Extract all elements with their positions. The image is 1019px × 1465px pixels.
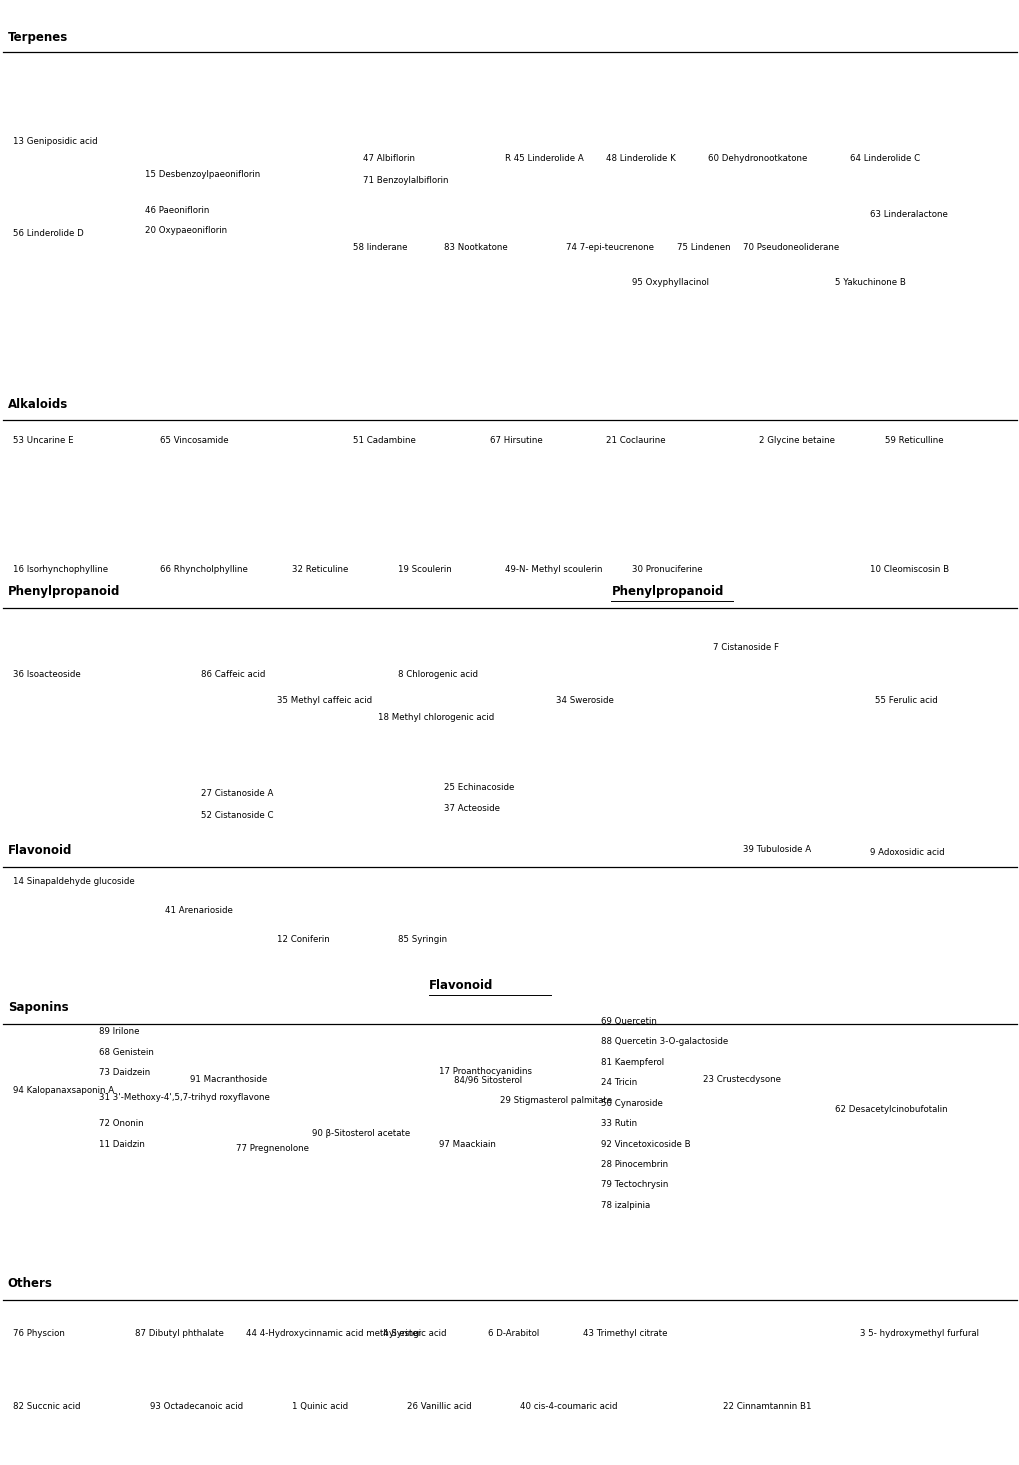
- Text: 75 Lindenen: 75 Lindenen: [677, 243, 731, 252]
- Text: 31 3'-Methoxy-4',5,7-trihyd roxyflavone: 31 3'-Methoxy-4',5,7-trihyd roxyflavone: [99, 1093, 270, 1102]
- Text: 48 Linderolide K: 48 Linderolide K: [605, 154, 676, 164]
- Text: Phenylpropanoid: Phenylpropanoid: [8, 585, 120, 598]
- Text: 27 Cistanoside A: 27 Cistanoside A: [201, 790, 273, 798]
- Text: 53 Uncarine E: 53 Uncarine E: [13, 437, 73, 445]
- Text: 7 Cistanoside F: 7 Cistanoside F: [712, 643, 779, 652]
- Text: Flavonoid: Flavonoid: [8, 844, 72, 857]
- Text: 90 β-Sitosterol acetate: 90 β-Sitosterol acetate: [312, 1130, 410, 1138]
- Text: 24 Tricin: 24 Tricin: [601, 1078, 637, 1087]
- Text: 64 Linderolide C: 64 Linderolide C: [849, 154, 919, 164]
- Text: 87 Dibutyl phthalate: 87 Dibutyl phthalate: [135, 1329, 223, 1339]
- Text: 65 Vincosamide: 65 Vincosamide: [160, 437, 228, 445]
- Text: 26 Vanillic acid: 26 Vanillic acid: [407, 1402, 471, 1411]
- Text: 58 linderane: 58 linderane: [353, 243, 407, 252]
- Text: 23 Crustecdysone: 23 Crustecdysone: [702, 1075, 780, 1084]
- Text: 66 Rhyncholphylline: 66 Rhyncholphylline: [160, 564, 248, 573]
- Text: 21 Coclaurine: 21 Coclaurine: [605, 437, 665, 445]
- Text: 76 Physcion: 76 Physcion: [13, 1329, 65, 1339]
- Text: 82 Succnic acid: 82 Succnic acid: [13, 1402, 81, 1411]
- Text: 89 Irilone: 89 Irilone: [99, 1027, 140, 1036]
- Text: 15 Desbenzoylpaeoniflorin: 15 Desbenzoylpaeoniflorin: [145, 170, 260, 180]
- Text: 44 4-Hydroxycinnamic acid methyl ester: 44 4-Hydroxycinnamic acid methyl ester: [246, 1329, 421, 1339]
- Text: 6 D-Arabitol: 6 D-Arabitol: [487, 1329, 538, 1339]
- Text: 97 Maackiain: 97 Maackiain: [438, 1140, 495, 1149]
- Text: Alkaloids: Alkaloids: [8, 398, 68, 412]
- Text: 43 Trimethyl citrate: 43 Trimethyl citrate: [583, 1329, 666, 1339]
- Text: 88 Quercetin 3-O-galactoside: 88 Quercetin 3-O-galactoside: [601, 1037, 728, 1046]
- Text: 85 Syringin: 85 Syringin: [398, 935, 447, 945]
- Text: 19 Scoulerin: 19 Scoulerin: [398, 564, 451, 573]
- Text: 81 Kaempferol: 81 Kaempferol: [601, 1058, 663, 1067]
- Text: 47 Albiflorin: 47 Albiflorin: [363, 154, 415, 164]
- Text: 78 izalpinia: 78 izalpinia: [601, 1201, 650, 1210]
- Text: 51 Cadambine: 51 Cadambine: [353, 437, 415, 445]
- Text: 34 Sweroside: 34 Sweroside: [555, 696, 612, 705]
- Text: 79 Tectochrysin: 79 Tectochrysin: [601, 1181, 668, 1190]
- Text: 16 Isorhynchophylline: 16 Isorhynchophylline: [13, 564, 108, 573]
- Text: 13 Geniposidic acid: 13 Geniposidic acid: [13, 136, 98, 146]
- Text: Others: Others: [8, 1277, 53, 1291]
- Text: 91 Macranthoside: 91 Macranthoside: [191, 1075, 267, 1084]
- Text: 68 Genistein: 68 Genistein: [99, 1047, 154, 1056]
- Text: Terpenes: Terpenes: [8, 31, 68, 44]
- Text: 29 Stigmasterol palmitate: 29 Stigmasterol palmitate: [499, 1096, 611, 1105]
- Text: 94 Kalopanaxsaponin A: 94 Kalopanaxsaponin A: [13, 1086, 114, 1094]
- Text: 30 Pronuciferine: 30 Pronuciferine: [631, 564, 702, 573]
- Text: 22 Cinnamtannin B1: 22 Cinnamtannin B1: [722, 1402, 811, 1411]
- Text: 33 Rutin: 33 Rutin: [601, 1119, 637, 1128]
- Text: 17 Proanthocyanidins: 17 Proanthocyanidins: [438, 1067, 532, 1075]
- Text: 9 Adoxosidic acid: 9 Adoxosidic acid: [869, 848, 944, 857]
- Text: 49-N- Methyl scoulerin: 49-N- Methyl scoulerin: [504, 564, 602, 573]
- Text: 12 Coniferin: 12 Coniferin: [276, 935, 329, 945]
- Text: 8 Chlorogenic acid: 8 Chlorogenic acid: [398, 670, 478, 678]
- Text: 70 Pseudoneoliderane: 70 Pseudoneoliderane: [743, 243, 839, 252]
- Text: 74 7-epi-teucrenone: 74 7-epi-teucrenone: [566, 243, 653, 252]
- Text: Flavonoid: Flavonoid: [428, 979, 493, 992]
- Text: 36 Isoacteoside: 36 Isoacteoside: [13, 670, 81, 678]
- Text: 25 Echinacoside: 25 Echinacoside: [443, 784, 514, 793]
- Text: 92 Vincetoxicoside B: 92 Vincetoxicoside B: [601, 1140, 690, 1149]
- Text: 32 Reticuline: 32 Reticuline: [291, 564, 347, 573]
- Text: 83 Nootkatone: 83 Nootkatone: [443, 243, 507, 252]
- Text: Saponins: Saponins: [8, 1001, 68, 1014]
- Text: 4 Syringic acid: 4 Syringic acid: [383, 1329, 446, 1339]
- Text: 18 Methyl chlorogenic acid: 18 Methyl chlorogenic acid: [378, 713, 494, 722]
- Text: 69 Quercetin: 69 Quercetin: [601, 1017, 656, 1026]
- Text: 10 Cleomiscosin B: 10 Cleomiscosin B: [869, 564, 949, 573]
- Text: 35 Methyl caffeic acid: 35 Methyl caffeic acid: [276, 696, 372, 705]
- Text: 84/96 Sitosterol: 84/96 Sitosterol: [453, 1075, 522, 1084]
- Text: 37 Acteoside: 37 Acteoside: [443, 804, 499, 813]
- Text: 67 Hirsutine: 67 Hirsutine: [489, 437, 542, 445]
- Text: 11 Daidzin: 11 Daidzin: [99, 1140, 145, 1149]
- Text: 95 Oxyphyllacinol: 95 Oxyphyllacinol: [631, 278, 708, 287]
- Text: 73 Daidzein: 73 Daidzein: [99, 1068, 150, 1077]
- Text: 41 Arenarioside: 41 Arenarioside: [165, 905, 232, 916]
- Text: 50 Cynaroside: 50 Cynaroside: [601, 1099, 662, 1108]
- Text: 14 Sinapaldehyde glucoside: 14 Sinapaldehyde glucoside: [13, 878, 135, 886]
- Text: 93 Octadecanoic acid: 93 Octadecanoic acid: [150, 1402, 243, 1411]
- Text: 59 Reticulline: 59 Reticulline: [884, 437, 943, 445]
- Text: 52 Cistanoside C: 52 Cistanoside C: [201, 812, 273, 820]
- Text: 63 Linderalactone: 63 Linderalactone: [869, 209, 947, 218]
- Text: 40 cis-4-coumaric acid: 40 cis-4-coumaric acid: [520, 1402, 618, 1411]
- Text: 55 Ferulic acid: 55 Ferulic acid: [874, 696, 937, 705]
- Text: 62 Desacetylcinobufotalin: 62 Desacetylcinobufotalin: [834, 1105, 947, 1113]
- Text: 2 Glycine betaine: 2 Glycine betaine: [758, 437, 834, 445]
- Text: 71 Benzoylalbiflorin: 71 Benzoylalbiflorin: [363, 176, 448, 186]
- Text: 46 Paeoniflorin: 46 Paeoniflorin: [145, 205, 209, 214]
- Text: 20 Oxypaeoniflorin: 20 Oxypaeoniflorin: [145, 226, 226, 234]
- Text: 28 Pinocembrin: 28 Pinocembrin: [601, 1160, 667, 1169]
- Text: 60 Dehydronootkatone: 60 Dehydronootkatone: [707, 154, 806, 164]
- Text: 56 Linderolide D: 56 Linderolide D: [13, 229, 84, 237]
- Text: 1 Quinic acid: 1 Quinic acid: [291, 1402, 347, 1411]
- Text: 72 Ononin: 72 Ononin: [99, 1119, 144, 1128]
- Text: 3 5- hydroxymethyl furfural: 3 5- hydroxymethyl furfural: [859, 1329, 978, 1339]
- Text: R 45 Linderolide A: R 45 Linderolide A: [504, 154, 583, 164]
- Text: 5 Yakuchinone B: 5 Yakuchinone B: [834, 278, 905, 287]
- Text: 39 Tubuloside A: 39 Tubuloside A: [743, 845, 811, 854]
- Text: Phenylpropanoid: Phenylpropanoid: [610, 585, 723, 598]
- Text: 77 Pregnenolone: 77 Pregnenolone: [235, 1144, 309, 1153]
- Text: 86 Caffeic acid: 86 Caffeic acid: [201, 670, 265, 678]
